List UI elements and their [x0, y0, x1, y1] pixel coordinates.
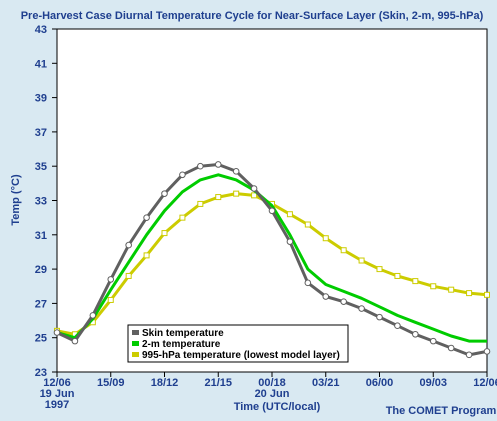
data-point — [250, 185, 258, 192]
legend-swatch — [132, 352, 139, 357]
data-point — [197, 162, 204, 170]
data-point — [215, 194, 222, 201]
x-tick-label: 09/03 — [419, 377, 447, 389]
y-axis-title: Temp (°C) — [10, 174, 22, 226]
data-point — [376, 313, 383, 321]
data-point — [286, 211, 293, 218]
y-tick-label: 31 — [35, 230, 47, 242]
data-point — [268, 207, 276, 215]
x-tick-sublabel: 19 Jun — [40, 388, 75, 400]
plot-area — [56, 28, 488, 373]
data-point — [322, 235, 329, 242]
data-point — [429, 337, 437, 345]
x-tick-label: 15/09 — [97, 377, 125, 389]
data-point — [125, 241, 132, 249]
legend-swatch — [132, 341, 139, 346]
data-point — [412, 278, 419, 285]
data-point — [286, 238, 294, 245]
credit-text: The COMET Program — [386, 405, 497, 417]
legend-label: 2-m temperature — [142, 339, 221, 350]
y-tick-label: 39 — [35, 93, 47, 105]
y-tick-label: 23 — [35, 367, 47, 379]
data-point — [483, 348, 491, 355]
x-tick-sublabel: 20 Jun — [255, 388, 290, 400]
chart-title: Pre-Harvest Case Diurnal Temperature Cyc… — [21, 10, 484, 22]
y-tick-label: 27 — [35, 298, 47, 310]
legend-box — [127, 324, 349, 363]
data-point — [179, 214, 186, 221]
data-point — [394, 272, 401, 279]
y-tick-label: 37 — [35, 127, 47, 139]
data-point — [161, 230, 168, 237]
data-point — [484, 291, 490, 298]
y-axis: 23 25 27 29 31 33 35 37 39 41 43 — [35, 24, 57, 379]
y-tick-label: 25 — [35, 333, 47, 345]
data-point — [430, 283, 437, 290]
x-tick-label: 21/15 — [204, 377, 232, 389]
data-point — [412, 330, 419, 338]
x-tick-label: 00/18 — [258, 377, 286, 389]
series-1 — [56, 173, 487, 343]
x-tick-sublabel: 1997 — [45, 399, 69, 411]
data-point — [107, 276, 115, 283]
data-point — [143, 214, 150, 221]
data-point — [358, 257, 365, 264]
data-point — [125, 272, 132, 279]
data-point — [376, 266, 383, 273]
legend-label: Skin temperature — [142, 328, 224, 339]
data-point — [71, 337, 79, 345]
data-point — [161, 190, 168, 197]
series-line — [56, 173, 487, 343]
data-point — [304, 221, 311, 228]
data-point — [232, 168, 240, 175]
data-point — [143, 252, 150, 259]
x-axis-title: Time (UTC/local) — [234, 401, 321, 413]
data-point — [465, 351, 473, 359]
y-tick-label: 43 — [35, 24, 47, 36]
series-layer — [53, 161, 491, 359]
y-tick-label: 35 — [35, 161, 47, 173]
series-0 — [53, 161, 491, 359]
data-point — [304, 279, 312, 287]
data-point — [179, 171, 186, 179]
data-point — [447, 344, 455, 352]
data-point — [89, 312, 97, 319]
y-tick-label: 29 — [35, 264, 47, 276]
data-point — [466, 290, 473, 297]
legend-label: 995-hPa temperature (lowest model layer) — [142, 350, 340, 361]
x-tick-label: 03/21 — [312, 377, 340, 389]
data-point — [214, 161, 222, 168]
data-point — [394, 322, 401, 329]
data-point — [53, 329, 61, 336]
data-point — [340, 247, 347, 254]
data-point — [107, 296, 114, 303]
x-tick-label: 12/06 — [43, 377, 71, 389]
data-point — [251, 192, 258, 199]
data-point — [322, 293, 330, 300]
data-point — [448, 286, 455, 293]
data-point — [233, 190, 240, 197]
data-point — [340, 298, 347, 305]
y-tick-label: 33 — [35, 196, 47, 208]
data-point — [358, 305, 365, 312]
x-tick-label: 12/06 — [473, 377, 497, 389]
data-point — [197, 200, 204, 207]
x-tick-label: 06/00 — [366, 377, 394, 389]
x-tick-label: 18/12 — [151, 377, 179, 389]
y-tick-label: 41 — [35, 58, 47, 70]
legend-swatch — [132, 330, 139, 335]
